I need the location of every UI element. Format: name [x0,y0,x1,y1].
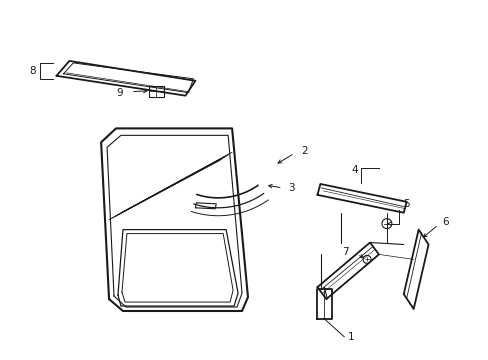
Text: 5: 5 [402,199,408,209]
Text: 8: 8 [29,66,36,76]
Text: 2: 2 [301,146,307,156]
Text: 6: 6 [442,217,448,227]
Text: 4: 4 [351,165,358,175]
Text: 3: 3 [287,183,294,193]
Text: 9: 9 [116,88,122,98]
Text: 1: 1 [347,332,354,342]
Text: 7: 7 [342,247,348,257]
